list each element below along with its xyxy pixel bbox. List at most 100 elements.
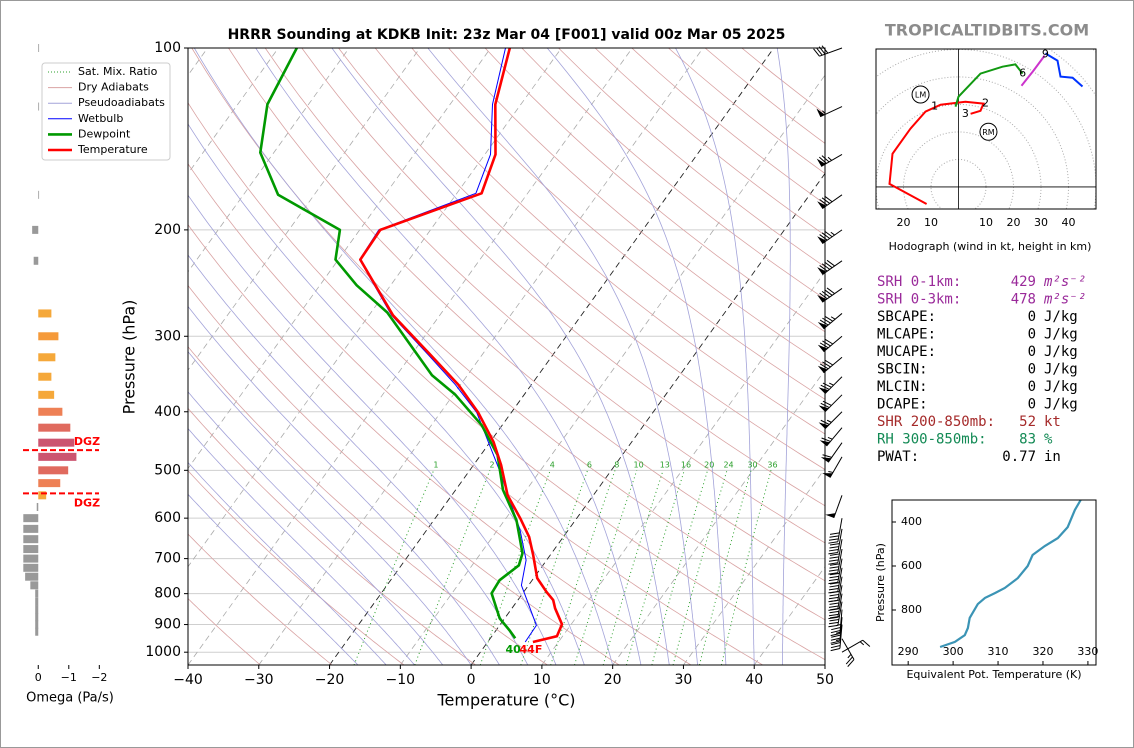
barb-staff (837, 539, 843, 563)
x-tick-label: −2 (91, 671, 107, 684)
index-value: 429 (1011, 274, 1036, 290)
wind-barb (817, 335, 843, 353)
barb-feather (829, 590, 840, 594)
x-tick-label: 10 (979, 216, 993, 229)
barb-feather (820, 419, 830, 425)
barb-feather (819, 292, 828, 300)
index-unit: m²s⁻² (1043, 292, 1086, 308)
barb-feather (829, 563, 840, 566)
barb-feather (829, 602, 839, 605)
x-tick-label: 10 (533, 672, 551, 688)
barb-pennant (817, 236, 827, 244)
wind-barb (830, 609, 843, 637)
wind-barb (825, 495, 843, 519)
mixing-ratio-line (625, 470, 685, 665)
omega-bar (23, 524, 39, 533)
profile-line (359, 48, 564, 644)
barb-feather (829, 572, 840, 576)
barb-feather (821, 45, 829, 54)
mixing-ratio-line (651, 470, 709, 665)
legend: Sat. Mix. Ratio Dry Adiabats Pseudoadiabat… (41, 62, 171, 161)
barb-feather (830, 640, 841, 644)
barb-feather (831, 641, 841, 646)
barb-feather (828, 572, 838, 575)
dry-adiabat (301, 48, 825, 507)
pseudoadiabat (188, 194, 557, 665)
barb-feather (820, 402, 830, 409)
index-unit: J/kg (1044, 379, 1078, 395)
index-label: RH 300-850mb: (877, 432, 987, 448)
barb-feather (819, 265, 828, 272)
mixing-ratio-label: 20 (704, 461, 714, 470)
y-axis-label: Pressure (hPa) (874, 543, 887, 622)
storm-motion-marker (911, 85, 930, 104)
omega-bar (38, 390, 55, 399)
isotherm (329, 48, 775, 665)
barb-feather (824, 230, 833, 238)
barb-pennant (820, 457, 832, 463)
omega-bar (38, 102, 40, 111)
barb-feather (830, 231, 835, 236)
barb-feather (813, 48, 820, 57)
chart-title: HRRR Sounding at KDKB Init: 23z Mar 04 [… (228, 27, 786, 43)
wind-barb (828, 518, 843, 544)
barb-feather (826, 287, 835, 294)
wind-barb (818, 411, 843, 430)
pseudoadiabat (188, 391, 444, 665)
index-unit: J/kg (1044, 309, 1078, 325)
index-value: 0 (1028, 327, 1036, 343)
omega-bar (38, 452, 77, 461)
barb-feather (829, 546, 839, 549)
wind-barb (830, 617, 843, 644)
mixing-ratio-line (520, 470, 589, 665)
height-label: 6 (1019, 67, 1026, 80)
barb-feather (824, 315, 834, 322)
barb-feather (828, 596, 839, 600)
dry-adiabat (188, 470, 405, 665)
y-tick-label: 500 (154, 462, 181, 478)
barb-feather (821, 155, 830, 163)
barb-feather (847, 653, 852, 659)
barb-feather (828, 578, 839, 582)
x-tick-label: 290 (898, 645, 919, 658)
barb-feather (822, 361, 831, 368)
x-tick-label: 20 (604, 672, 622, 688)
isotherm (188, 48, 350, 273)
isotherm (188, 48, 279, 175)
mixing-ratio-label: 16 (681, 461, 691, 470)
barb-feather (829, 610, 839, 614)
barb-feather (826, 259, 835, 267)
barb-feather (819, 342, 829, 349)
barb-feather (824, 359, 834, 366)
index-label: SBCIN: (877, 362, 928, 378)
wind-barb (830, 624, 843, 652)
isotherm (188, 48, 492, 470)
index-value: 0 (1028, 309, 1036, 325)
isotherm (188, 48, 562, 568)
barb-feather (835, 624, 841, 627)
barb-feather (821, 232, 831, 239)
barb-feather (829, 599, 840, 602)
x-tick-label: 310 (988, 645, 1009, 658)
barb-feather (822, 454, 832, 458)
index-label: MUCAPE: (877, 344, 936, 360)
mixing-ratio-label: 8 (614, 461, 619, 470)
barb-feather (828, 581, 838, 585)
x-tick-label: 20 (1007, 216, 1021, 229)
legend-label: Dry Adiabats (78, 81, 149, 94)
barb-feather (828, 552, 838, 555)
omega-bar (38, 44, 40, 52)
index-value: 0 (1028, 397, 1036, 413)
barb-pennant (818, 387, 829, 394)
x-tick-label: 40 (745, 672, 763, 688)
x-tick-label: 50 (816, 672, 834, 688)
barb-feather (829, 593, 839, 597)
barb-feather (829, 553, 840, 556)
wind-barb (822, 456, 843, 478)
barb-feather (828, 549, 839, 552)
barb-staff (839, 617, 843, 642)
legend-label: Sat. Mix. Ratio (78, 65, 158, 78)
hodograph-line (1044, 52, 1084, 88)
index-label: MLCIN: (877, 379, 928, 395)
